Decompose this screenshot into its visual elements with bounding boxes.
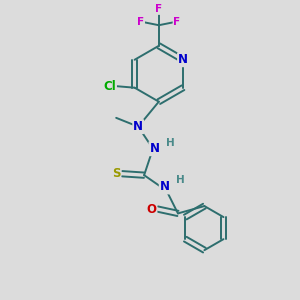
Text: Cl: Cl: [103, 80, 116, 93]
Text: F: F: [173, 17, 181, 27]
Text: O: O: [146, 202, 157, 215]
Text: N: N: [149, 142, 159, 155]
Text: N: N: [133, 120, 143, 133]
Text: S: S: [112, 167, 120, 180]
Text: H: H: [166, 138, 175, 148]
Text: H: H: [176, 175, 185, 184]
Text: F: F: [137, 17, 144, 27]
Text: F: F: [155, 4, 162, 14]
Text: N: N: [178, 53, 188, 66]
Text: N: N: [160, 180, 170, 194]
